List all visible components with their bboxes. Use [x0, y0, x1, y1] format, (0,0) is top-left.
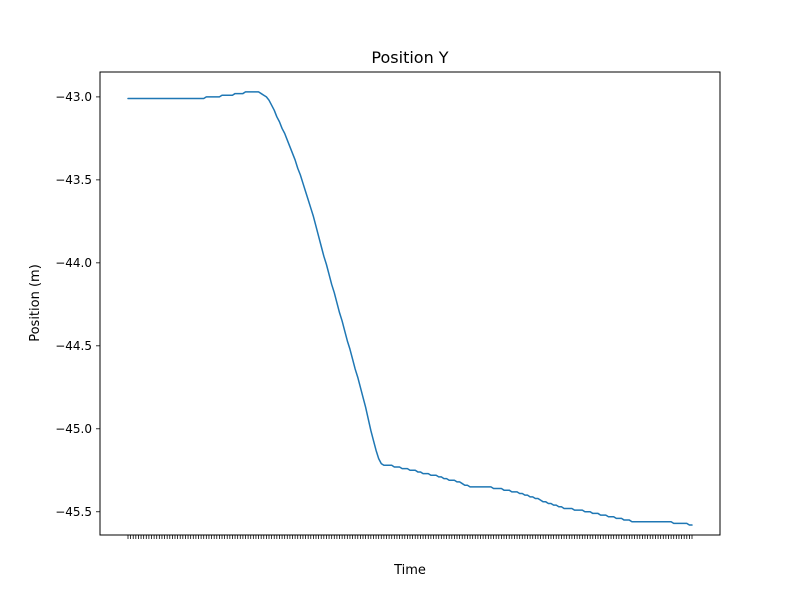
chart-title: Position Y — [371, 48, 448, 67]
y-tick-label: −45.0 — [55, 422, 92, 436]
x-axis-ticks — [127, 535, 693, 539]
y-axis-label: Position (m) — [28, 264, 43, 342]
plot-frame — [99, 71, 721, 536]
y-axis-ticks: −43.0 −43.5 −44.0 −44.5 −45.0 −45.5 — [55, 90, 100, 519]
y-tick-label: −43.0 — [55, 90, 92, 104]
series-line — [127, 91, 693, 526]
x-axis-label: Time — [393, 563, 426, 578]
y-tick-label: −44.5 — [55, 339, 92, 353]
y-tick-label: −43.5 — [55, 173, 92, 187]
y-tick-label: −44.0 — [55, 256, 92, 270]
y-tick-label: −45.5 — [55, 505, 92, 519]
